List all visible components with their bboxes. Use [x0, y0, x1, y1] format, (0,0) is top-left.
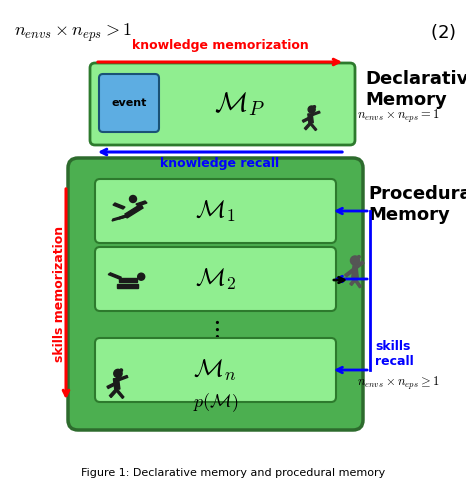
Circle shape	[357, 256, 360, 258]
Text: $n_{envs} \times n_{eps} > 1$: $n_{envs} \times n_{eps} > 1$	[14, 22, 132, 44]
Circle shape	[313, 106, 315, 108]
Text: event: event	[111, 98, 147, 108]
Polygon shape	[354, 261, 364, 269]
Text: $\mathcal{M}_2$: $\mathcal{M}_2$	[194, 266, 235, 292]
Text: Declarative
Memory: Declarative Memory	[365, 70, 466, 109]
Text: $\mathcal{M}_1$: $\mathcal{M}_1$	[195, 198, 235, 224]
FancyBboxPatch shape	[95, 247, 336, 311]
Circle shape	[137, 273, 145, 280]
Polygon shape	[117, 286, 138, 288]
Text: skills memorization: skills memorization	[54, 226, 67, 362]
Polygon shape	[125, 204, 143, 218]
FancyBboxPatch shape	[99, 74, 159, 132]
Polygon shape	[302, 117, 310, 122]
Text: knowledge recall: knowledge recall	[160, 157, 280, 170]
Polygon shape	[136, 201, 147, 206]
Polygon shape	[353, 277, 362, 288]
Polygon shape	[310, 123, 316, 131]
Polygon shape	[119, 214, 130, 219]
Text: $\mathcal{M}_P$: $\mathcal{M}_P$	[214, 90, 266, 118]
Text: $\vdots$: $\vdots$	[211, 317, 220, 341]
Polygon shape	[308, 114, 313, 123]
Polygon shape	[110, 389, 117, 397]
Polygon shape	[310, 111, 320, 116]
Text: Procedural
Memory: Procedural Memory	[368, 185, 466, 224]
FancyBboxPatch shape	[68, 158, 363, 430]
FancyBboxPatch shape	[90, 63, 355, 145]
Polygon shape	[304, 123, 311, 130]
Circle shape	[308, 106, 315, 113]
Text: $n_{envs} \times n_{eps} \geq 1$: $n_{envs} \times n_{eps} \geq 1$	[357, 375, 439, 392]
Text: $(2)$: $(2)$	[430, 22, 456, 42]
Circle shape	[120, 369, 123, 372]
Text: Figure 1: Declarative memory and procedural memory: Figure 1: Declarative memory and procedu…	[81, 468, 385, 478]
Polygon shape	[350, 277, 357, 286]
Polygon shape	[116, 376, 128, 381]
Circle shape	[114, 369, 122, 378]
FancyBboxPatch shape	[95, 338, 336, 402]
Circle shape	[130, 196, 137, 202]
Polygon shape	[344, 268, 355, 277]
Polygon shape	[113, 203, 125, 209]
Polygon shape	[107, 382, 116, 389]
Text: $p(\mathcal{M})$: $p(\mathcal{M})$	[192, 392, 238, 414]
Polygon shape	[108, 273, 122, 279]
FancyBboxPatch shape	[95, 179, 336, 243]
Circle shape	[350, 256, 360, 265]
Text: $\mathcal{M}_n$: $\mathcal{M}_n$	[193, 357, 237, 383]
Text: skills
recall: skills recall	[375, 340, 414, 368]
Polygon shape	[113, 378, 120, 389]
Polygon shape	[119, 278, 137, 282]
Polygon shape	[116, 389, 124, 398]
Polygon shape	[112, 215, 127, 221]
Polygon shape	[117, 284, 138, 286]
Text: $n_{envs} \times n_{eps} = 1$: $n_{envs} \times n_{eps} = 1$	[357, 108, 439, 125]
Polygon shape	[352, 266, 358, 277]
Text: knowledge memorization: knowledge memorization	[131, 39, 308, 52]
